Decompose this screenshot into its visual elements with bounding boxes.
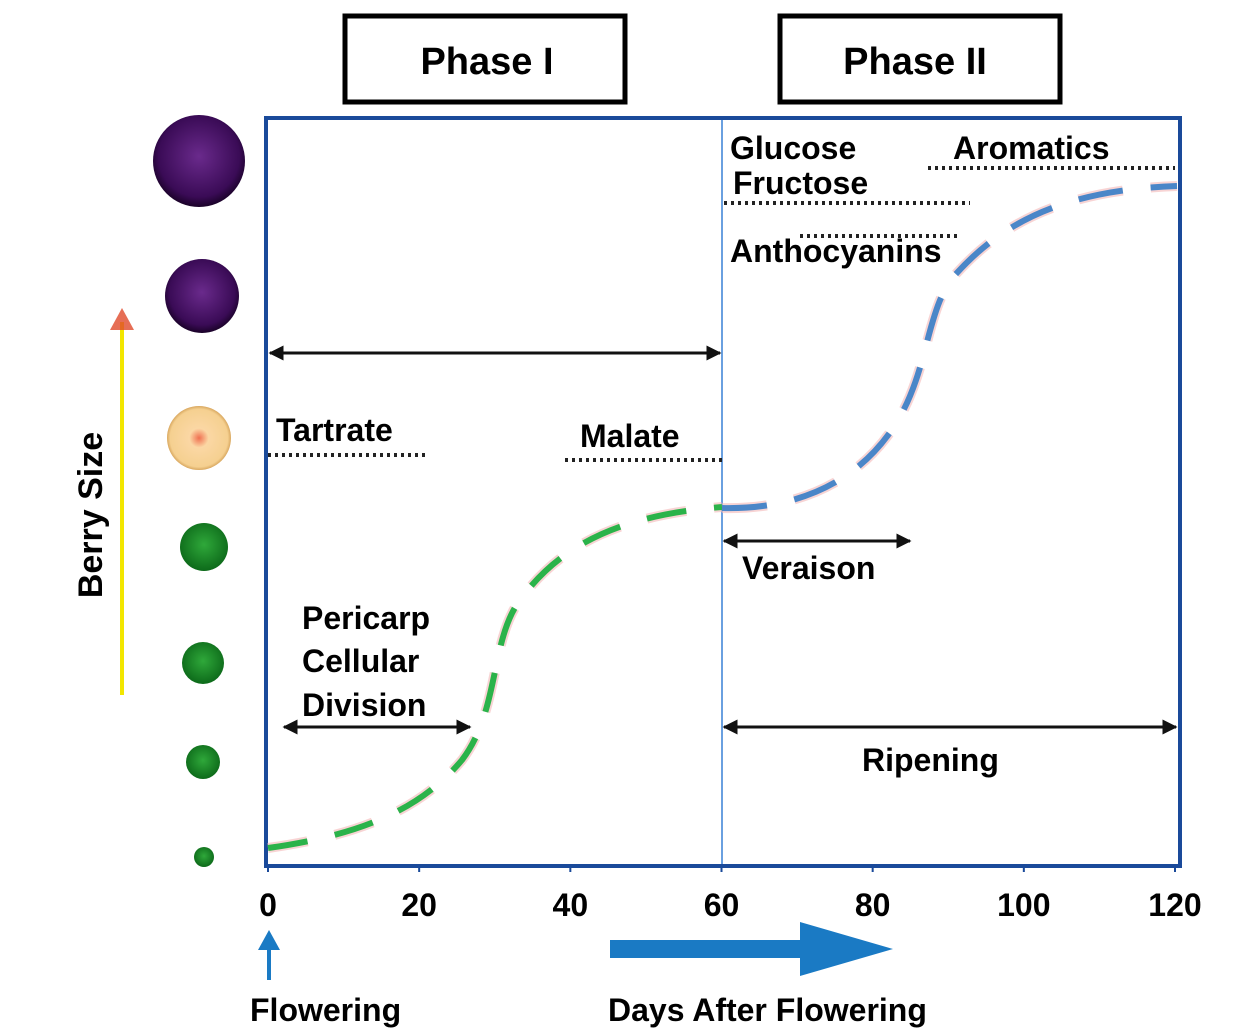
dotted-lines [268,166,1175,462]
x-tick-label: 40 [553,887,589,923]
x-tick-label: 20 [401,887,437,923]
size-arrow [110,308,134,695]
phase-boxes [342,13,1063,105]
x-tick-label: 80 [855,887,891,923]
malate: Malate [580,418,680,454]
flowering-arrow [258,930,280,980]
x-tick-label: 60 [704,887,740,923]
phase-2: Phase II [843,41,987,83]
plot-frame [264,116,1182,868]
pericarp: Pericarp [302,600,430,636]
time-arrow [610,922,893,976]
aromatics: Aromatics [953,130,1110,166]
anthocyanins: Anthocyanins [730,233,942,269]
arrows [268,345,1178,735]
y-axis-label: Berry Size [72,432,110,598]
ripening: Ripening [862,742,999,778]
x-tick-label: 120 [1148,887,1201,923]
pericarp: Division [302,687,426,723]
x-axis-label: Days After Flowering [608,992,927,1028]
growth-curve-phase1 [267,504,723,851]
x-tick-label: 100 [997,887,1050,923]
pericarp: Cellular [302,643,419,679]
x-tick-label: 0 [259,887,277,923]
veraison: Veraison [742,550,875,586]
growth-curve-phase2 [721,183,1178,512]
fructose: Fructose [733,165,868,201]
glucose: Glucose [730,130,856,166]
flowering: Flowering [250,992,401,1028]
phase-1: Phase I [420,41,553,83]
tartrate: Tartrate [276,412,393,448]
berries [153,115,245,867]
